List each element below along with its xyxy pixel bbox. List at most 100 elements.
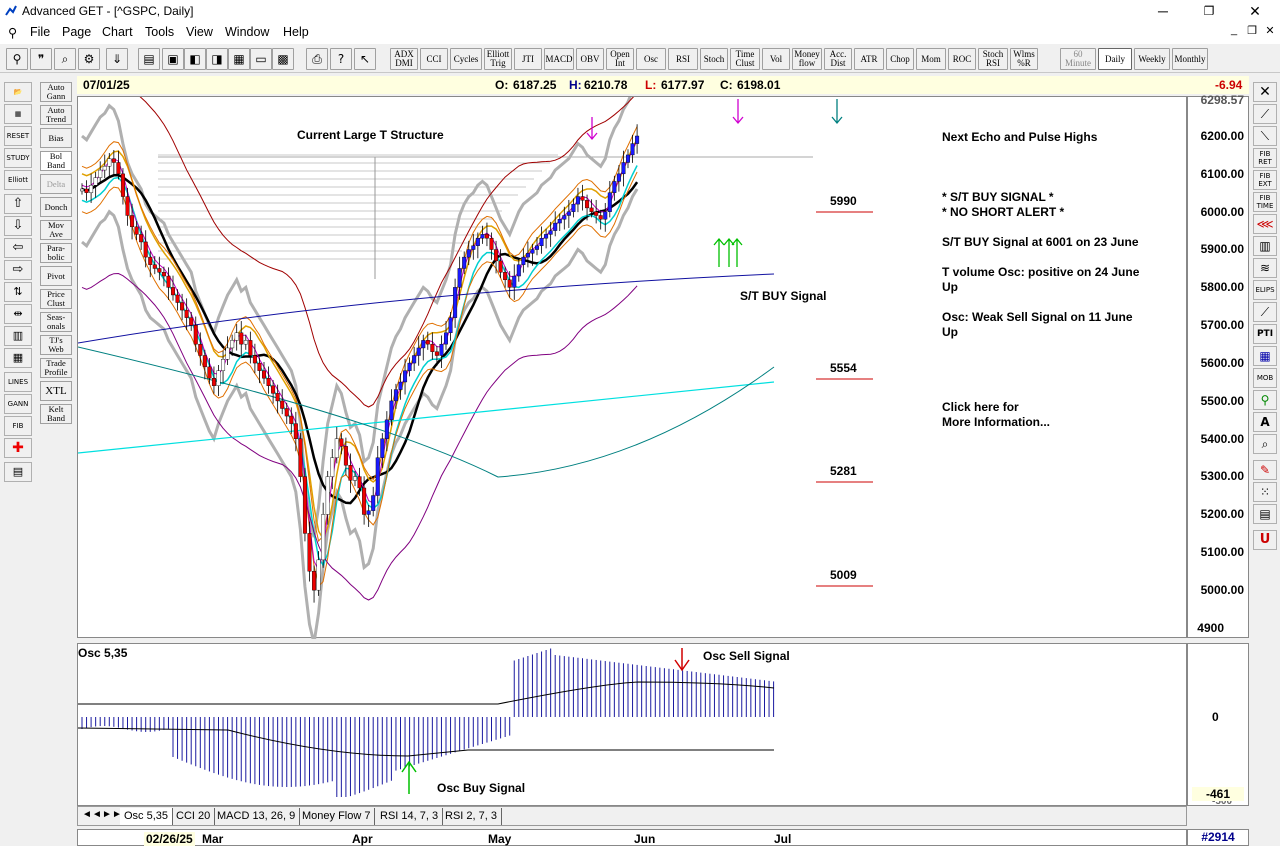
- study-seasonals[interactable]: Seas-onals: [40, 312, 72, 332]
- study-wlms-r[interactable]: Wlms %R: [1010, 48, 1038, 70]
- study-money-flow[interactable]: Money flow: [792, 48, 822, 70]
- info-link-1[interactable]: Click here for: [942, 400, 1019, 414]
- study-pivot[interactable]: Pivot: [40, 266, 72, 286]
- menu-file[interactable]: File: [30, 25, 51, 39]
- save-icon[interactable]: ▣: [162, 48, 184, 70]
- bars-icon[interactable]: ▥: [4, 326, 32, 346]
- mob-tool[interactable]: MOB: [1253, 368, 1277, 388]
- fib-ret-tool[interactable]: FIB RET: [1253, 148, 1277, 168]
- eraser-tool-icon[interactable]: ✎: [1253, 460, 1277, 480]
- tile-icon[interactable]: ▦: [228, 48, 250, 70]
- study-xtl[interactable]: XTL: [40, 381, 72, 401]
- pin-tool-icon[interactable]: ⚲: [6, 48, 28, 70]
- fib-time-tool[interactable]: FIB TIME: [1253, 192, 1277, 212]
- close-tool-icon[interactable]: ✕: [1253, 82, 1277, 102]
- lines-tool[interactable]: LINES: [4, 372, 32, 392]
- fan-tool-icon[interactable]: ⋘: [1253, 214, 1277, 234]
- mdi-restore-button[interactable]: ❐: [1247, 25, 1257, 37]
- mdi-minimize-button[interactable]: _: [1230, 24, 1238, 36]
- grid2-icon[interactable]: ▦: [4, 348, 32, 368]
- pin-icon[interactable]: ⚲: [8, 26, 18, 40]
- list-tool-icon[interactable]: ▤: [1253, 504, 1277, 524]
- print2-icon[interactable]: ⎙: [306, 48, 328, 70]
- arrow-left-icon[interactable]: ⇦: [4, 238, 32, 258]
- page-icon[interactable]: ▤: [4, 462, 32, 482]
- expand-icon[interactable]: ⇹: [4, 304, 32, 324]
- elliott-tool[interactable]: Elliott: [4, 170, 32, 190]
- arrow-right-icon[interactable]: ⇨: [4, 260, 32, 280]
- window-icon[interactable]: ▭: [250, 48, 272, 70]
- study-tjs-web[interactable]: TJ's Web: [40, 335, 72, 355]
- grid-icon[interactable]: ▩: [272, 48, 294, 70]
- study-auto-gann[interactable]: Auto Gann: [40, 82, 72, 102]
- arrow-up-icon[interactable]: ⇧: [4, 194, 32, 214]
- menu-page[interactable]: Page: [62, 25, 92, 39]
- study-delta[interactable]: Delta: [40, 174, 72, 194]
- tab-macd[interactable]: MACD 13, 26, 9: [213, 808, 301, 825]
- left-icon[interactable]: ◧: [184, 48, 206, 70]
- pti-tool[interactable]: PTI: [1253, 324, 1277, 344]
- study-vol[interactable]: Vol: [762, 48, 790, 70]
- tab-cci[interactable]: CCI 20: [172, 808, 216, 825]
- crosshair-icon[interactable]: ✚: [4, 438, 32, 458]
- study-auto-trend[interactable]: Auto Trend: [40, 105, 72, 125]
- study-elliott-trig[interactable]: Elliott Trig: [484, 48, 512, 70]
- study-bol-band[interactable]: Bol Band: [40, 151, 72, 171]
- study-obv[interactable]: OBV: [576, 48, 604, 70]
- quote-icon[interactable]: ❞: [30, 48, 52, 70]
- study-macd[interactable]: MACD: [544, 48, 574, 70]
- study-cci[interactable]: CCI: [420, 48, 448, 70]
- study-stoch-rsi[interactable]: Stoch RSI: [978, 48, 1008, 70]
- restore-button[interactable]: ❐: [1203, 4, 1215, 18]
- study-mom[interactable]: Mom: [916, 48, 946, 70]
- gann-tool[interactable]: GANN: [4, 394, 32, 414]
- timeframe-weekly[interactable]: Weekly: [1134, 48, 1170, 70]
- magnify-tool-icon[interactable]: ⌕: [1253, 434, 1277, 454]
- study-kelt-band[interactable]: Kelt Band: [40, 404, 72, 424]
- wave-tool-icon[interactable]: ≋: [1253, 258, 1277, 278]
- menu-help[interactable]: Help: [283, 25, 309, 39]
- pin-tool-icon-2[interactable]: ⚲: [1253, 390, 1277, 410]
- price-chart[interactable]: Current Large T Structure S/T BUY Signal…: [77, 96, 1187, 639]
- mdi-close-button[interactable]: ✕: [1265, 25, 1275, 37]
- arrow-down-icon[interactable]: ⇩: [4, 216, 32, 236]
- grid-tool-icon[interactable]: ▦: [4, 104, 32, 124]
- tab-money-flow[interactable]: Money Flow 7: [298, 808, 376, 825]
- study-roc[interactable]: ROC: [948, 48, 976, 70]
- elips-tool[interactable]: ELIPS: [1253, 280, 1277, 300]
- menu-window[interactable]: Window: [225, 25, 270, 39]
- help-icon[interactable]: ?: [330, 48, 352, 70]
- compress-icon[interactable]: ⇅: [4, 282, 32, 302]
- study-stoch[interactable]: Stoch: [700, 48, 728, 70]
- tab-first-icon[interactable]: ◄: [82, 809, 92, 820]
- study-open-int[interactable]: Open Int: [606, 48, 634, 70]
- tab-last-icon[interactable]: ►: [112, 809, 122, 820]
- study-price-clust[interactable]: Price Clust: [40, 289, 72, 309]
- line-tool-icon[interactable]: ⟋: [1253, 104, 1277, 124]
- tab-osc[interactable]: Osc 5,35: [120, 808, 174, 825]
- timeframe-60-minute[interactable]: 60 Minute: [1060, 48, 1096, 70]
- reset-tool[interactable]: RESET: [4, 126, 32, 146]
- oscillator-panel[interactable]: Osc 5,35 Osc Sell Signal Osc Buy Signal: [77, 643, 1187, 806]
- info-link-2[interactable]: More Information...: [942, 415, 1050, 429]
- zoom-icon[interactable]: ⌕: [54, 48, 76, 70]
- study-trade-profile[interactable]: Trade Profile: [40, 358, 72, 378]
- fib-tool[interactable]: FIB: [4, 416, 32, 436]
- study-atr[interactable]: ATR: [854, 48, 884, 70]
- study-cycles[interactable]: Cycles: [450, 48, 482, 70]
- text-tool[interactable]: A: [1253, 412, 1277, 432]
- menu-view[interactable]: View: [186, 25, 213, 39]
- query-icon[interactable]: ↖: [354, 48, 376, 70]
- tab-rsi-2[interactable]: RSI 2, 7, 3: [441, 808, 502, 825]
- right-icon[interactable]: ◨: [206, 48, 228, 70]
- study-adx-dmi[interactable]: ADX DMI: [390, 48, 418, 70]
- minimize-button[interactable]: ─: [1158, 3, 1168, 19]
- study-chop[interactable]: Chop: [886, 48, 914, 70]
- menu-chart[interactable]: Chart: [102, 25, 133, 39]
- magnet-tool-icon[interactable]: U: [1253, 530, 1277, 550]
- fib-ext-tool[interactable]: FIB EXT: [1253, 170, 1277, 190]
- table-tool-icon[interactable]: ▦: [1253, 346, 1277, 366]
- study-donch[interactable]: Donch: [40, 197, 72, 217]
- line2-tool-icon[interactable]: ⟍: [1253, 126, 1277, 146]
- study-osc[interactable]: Osc: [636, 48, 666, 70]
